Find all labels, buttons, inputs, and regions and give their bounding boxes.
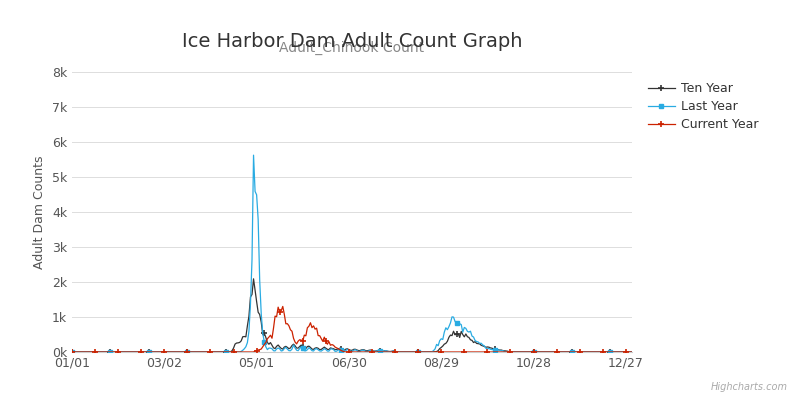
Legend: Ten Year, Last Year, Current Year: Ten Year, Last Year, Current Year (644, 78, 762, 135)
Last Year (221, 350, 230, 354)
Last Year (249, 153, 258, 158)
Text: Highcharts.com: Highcharts.com (711, 382, 788, 392)
Text: Adult_Chinook Count: Adult_Chinook Count (279, 41, 425, 55)
Current Year (549, 350, 558, 354)
Last Year (292, 348, 302, 353)
Ten Year (249, 276, 258, 281)
Last Year (186, 350, 195, 354)
Title: Ice Harbor Dam Adult Count Graph: Ice Harbor Dam Adult Count Graph (182, 32, 522, 51)
Last Year (627, 350, 637, 354)
Ten Year (221, 350, 230, 354)
Current Year (278, 304, 287, 309)
Current Year (627, 350, 637, 354)
Line: Current Year: Current Year (69, 303, 635, 356)
Line: Ten Year: Ten Year (69, 275, 635, 356)
Ten Year (186, 350, 195, 354)
Ten Year (295, 344, 305, 349)
Line: Last Year: Last Year (70, 153, 634, 354)
Last Year (602, 350, 612, 354)
Ten Year (67, 350, 77, 354)
Ten Year (549, 350, 558, 354)
Current Year (67, 350, 77, 354)
Last Year (549, 350, 558, 354)
Y-axis label: Adult Dam Counts: Adult Dam Counts (34, 155, 46, 269)
Current Year (292, 342, 302, 346)
Last Year (295, 346, 305, 351)
Current Year (221, 350, 230, 354)
Ten Year (292, 346, 302, 350)
Ten Year (627, 350, 637, 354)
Ten Year (602, 350, 612, 354)
Current Year (602, 350, 612, 354)
Current Year (186, 350, 195, 354)
Last Year (67, 350, 77, 354)
Current Year (295, 337, 305, 342)
